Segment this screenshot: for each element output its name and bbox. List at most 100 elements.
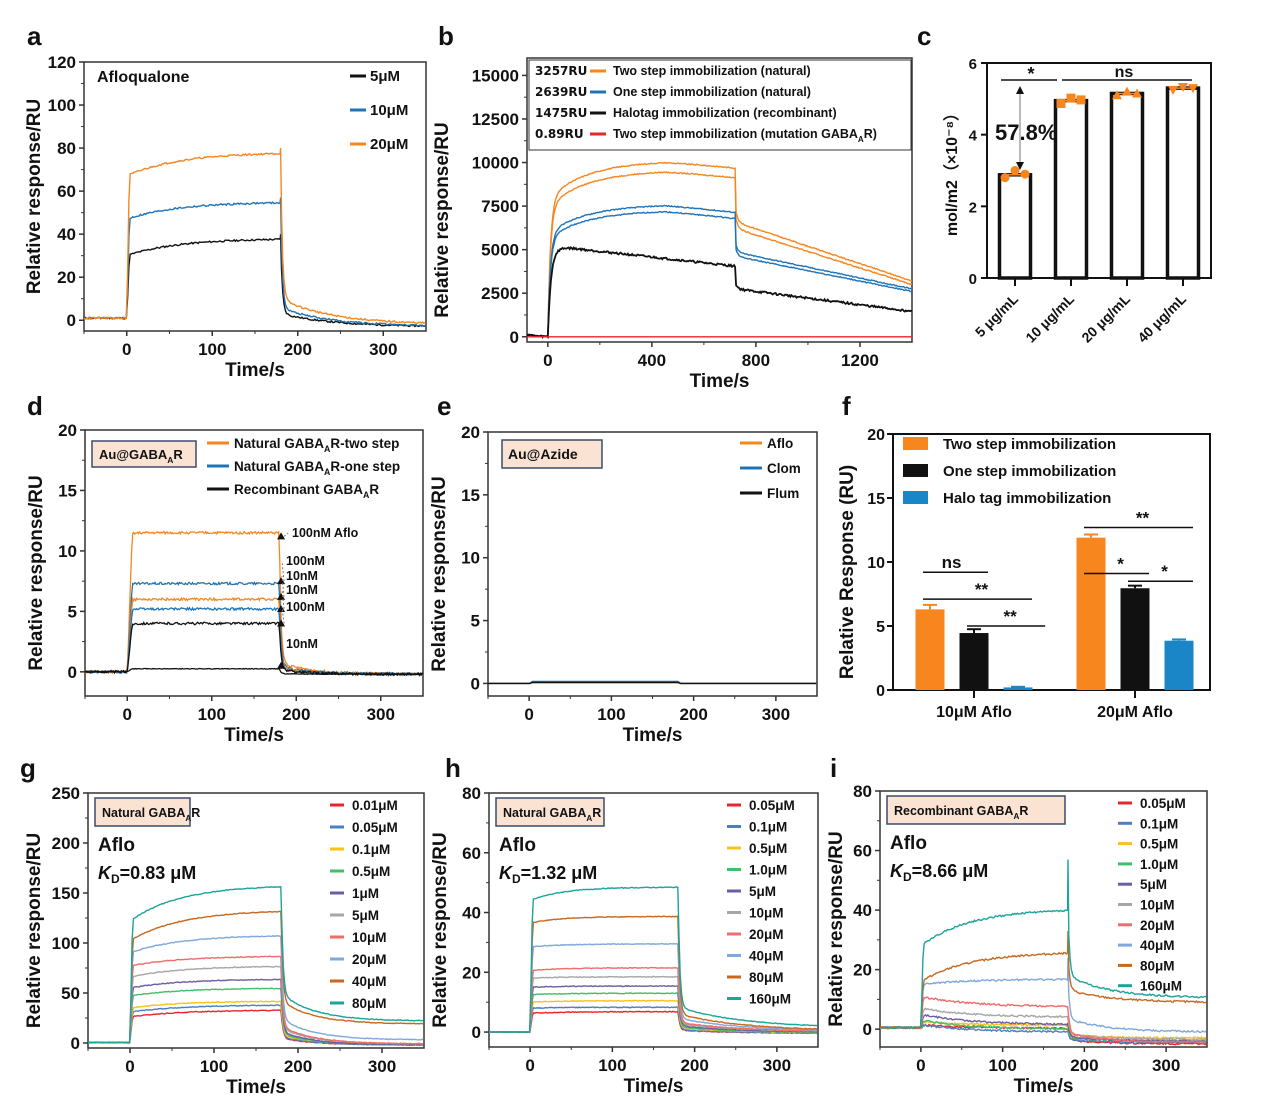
series-line-5μM — [84, 234, 426, 328]
series-line — [88, 955, 424, 1045]
legend-label: 5μM — [749, 884, 776, 899]
x-axis-label: Time/s — [690, 371, 750, 392]
legend-label: Halotag immobilization (recombinant) — [613, 106, 837, 120]
panel-f: f 0 5 10 15 20 Relative Response (RU) 10μM Aflo… — [837, 391, 1211, 721]
legend-label: Two step immobilization — [943, 436, 1116, 453]
panel-label: g — [20, 753, 36, 783]
y-tick-label: 5 — [876, 619, 885, 636]
y-axis-label: Relative response/RU — [24, 833, 45, 1028]
legend-value: 1475RU — [535, 106, 587, 120]
legend-label: Flum — [767, 486, 799, 501]
legend-label-main: Natural GABA — [234, 459, 324, 474]
y-tick-label: 10 — [867, 555, 885, 572]
bar — [1165, 86, 1201, 280]
legend-label: 80μM — [352, 996, 387, 1011]
legend-label: 10μM — [370, 102, 408, 119]
y-tick-label: 20 — [461, 423, 480, 442]
panel-e: e 0 100 200 300 0 5 10 15 20 Time/s Relative respon… — [429, 391, 818, 746]
data-point — [1122, 86, 1132, 96]
legend-label: 5μM — [1140, 877, 1167, 892]
legend-label: Natural GABAAR-two step — [234, 436, 399, 454]
series-line — [88, 885, 424, 1044]
y-tick-label: 80 — [57, 139, 76, 158]
panel-label: f — [842, 391, 851, 421]
y-tick-label: 150 — [52, 884, 80, 903]
y-tick-label: 0 — [472, 1023, 481, 1042]
legend-label: 5μM — [352, 908, 379, 923]
series-annotation: 100nM Aflo — [292, 526, 359, 540]
bar — [1076, 537, 1106, 690]
significance-label: ns — [942, 553, 962, 572]
panel-label: i — [830, 753, 837, 783]
legend-label: 80μM — [749, 970, 784, 985]
x-tick-label: 10μM Aflo — [936, 704, 1012, 721]
x-tick-label: 200 — [1070, 1056, 1098, 1075]
y-tick-label: 0 — [863, 1020, 872, 1039]
y-tick-label: 40 — [853, 901, 872, 920]
plot-frame — [986, 62, 1212, 279]
x-tick-label: 1200 — [841, 351, 879, 370]
x-tick-label: 100 — [200, 1057, 228, 1076]
annotation-box-label: Natural GABAAR — [102, 806, 200, 823]
y-tick-label: 0 — [67, 311, 76, 330]
y-tick-label: 20 — [58, 421, 77, 440]
series-annotation: 10nM — [286, 569, 318, 583]
y-axis-label: mol/m2（×10⁻⁸） — [943, 105, 961, 236]
y-tick-label: 15 — [867, 491, 885, 508]
marker-triangle-icon — [277, 604, 286, 612]
y-tick-label: 0 — [510, 328, 519, 347]
legend-label: 0.1μM — [749, 820, 787, 835]
legend-label-tail: R-one step — [330, 459, 400, 474]
panel-a: a 0 100 200 300 0 20 40 60 80 100 120 Time/s Relative… — [24, 21, 427, 381]
annotation-box-label-main: Recombinant GABA — [894, 804, 1013, 818]
data-point — [1188, 84, 1198, 94]
legend-label-main: Recombinant GABA — [234, 482, 363, 497]
series-line — [527, 210, 912, 339]
significance-label: ** — [1003, 607, 1017, 626]
y-axis-label: Relative response/RU — [432, 122, 453, 317]
legend-value: 0.89RU — [535, 127, 584, 141]
y-tick-label: 0 — [969, 271, 977, 288]
series-line — [527, 204, 912, 338]
y-tick-label: 12500 — [472, 110, 519, 129]
panel-c: c 0 2 4 6 mol/m2（×10⁻⁸） 5 μg/mL 10 μg/mL 20 μg/m… — [917, 21, 1212, 346]
series-line-10μM — [84, 197, 426, 328]
series-line — [489, 915, 818, 1034]
x-tick-label: 100 — [598, 1056, 626, 1075]
legend-label-sub: A — [324, 444, 331, 454]
x-tick-label: 5 μg/mL — [972, 290, 1022, 340]
series-group — [85, 530, 423, 677]
bar — [1109, 91, 1145, 280]
annotation-box-label-main: Natural GABA — [102, 806, 185, 820]
legend-label: 1.0μM — [1140, 857, 1178, 872]
y-tick-label: 20 — [853, 961, 872, 980]
x-tick-label: 300 — [1152, 1056, 1180, 1075]
legend-label: 80μM — [1140, 958, 1175, 973]
x-axis-label: Time/s — [623, 725, 683, 746]
y-axis-label: Relative response/RU — [826, 831, 847, 1026]
y-tick-label: 60 — [57, 182, 76, 201]
y-tick-label: 10000 — [472, 154, 519, 173]
bar — [1120, 588, 1150, 690]
annotation-afloqualone: Afloqualone — [97, 69, 190, 86]
bar — [1164, 640, 1194, 690]
data-point — [1020, 169, 1030, 179]
kd-subscript: D — [512, 872, 521, 886]
annotation-box-label-main: Natural GABA — [503, 806, 586, 820]
marker-triangle-icon — [277, 577, 286, 585]
annotation-box-label: Au@Azide — [508, 446, 578, 462]
x-tick-label: 0 — [543, 351, 552, 370]
y-tick-label: 5 — [471, 612, 480, 631]
data-point — [1010, 166, 1020, 175]
y-tick-label: 2 — [969, 199, 977, 216]
series-annotation: 10nM — [286, 583, 318, 597]
arrow-head-down-icon — [1016, 162, 1024, 170]
legend-label: 10μM — [749, 906, 784, 921]
y-tick-label: 0 — [71, 1034, 80, 1053]
y-tick-label: 10 — [58, 542, 77, 561]
legend-label: 40μM — [749, 949, 784, 964]
x-tick-label: 300 — [762, 705, 790, 724]
y-tick-label: 5000 — [481, 241, 519, 260]
data-point — [1178, 83, 1188, 93]
x-tick-label: 100 — [988, 1056, 1016, 1075]
